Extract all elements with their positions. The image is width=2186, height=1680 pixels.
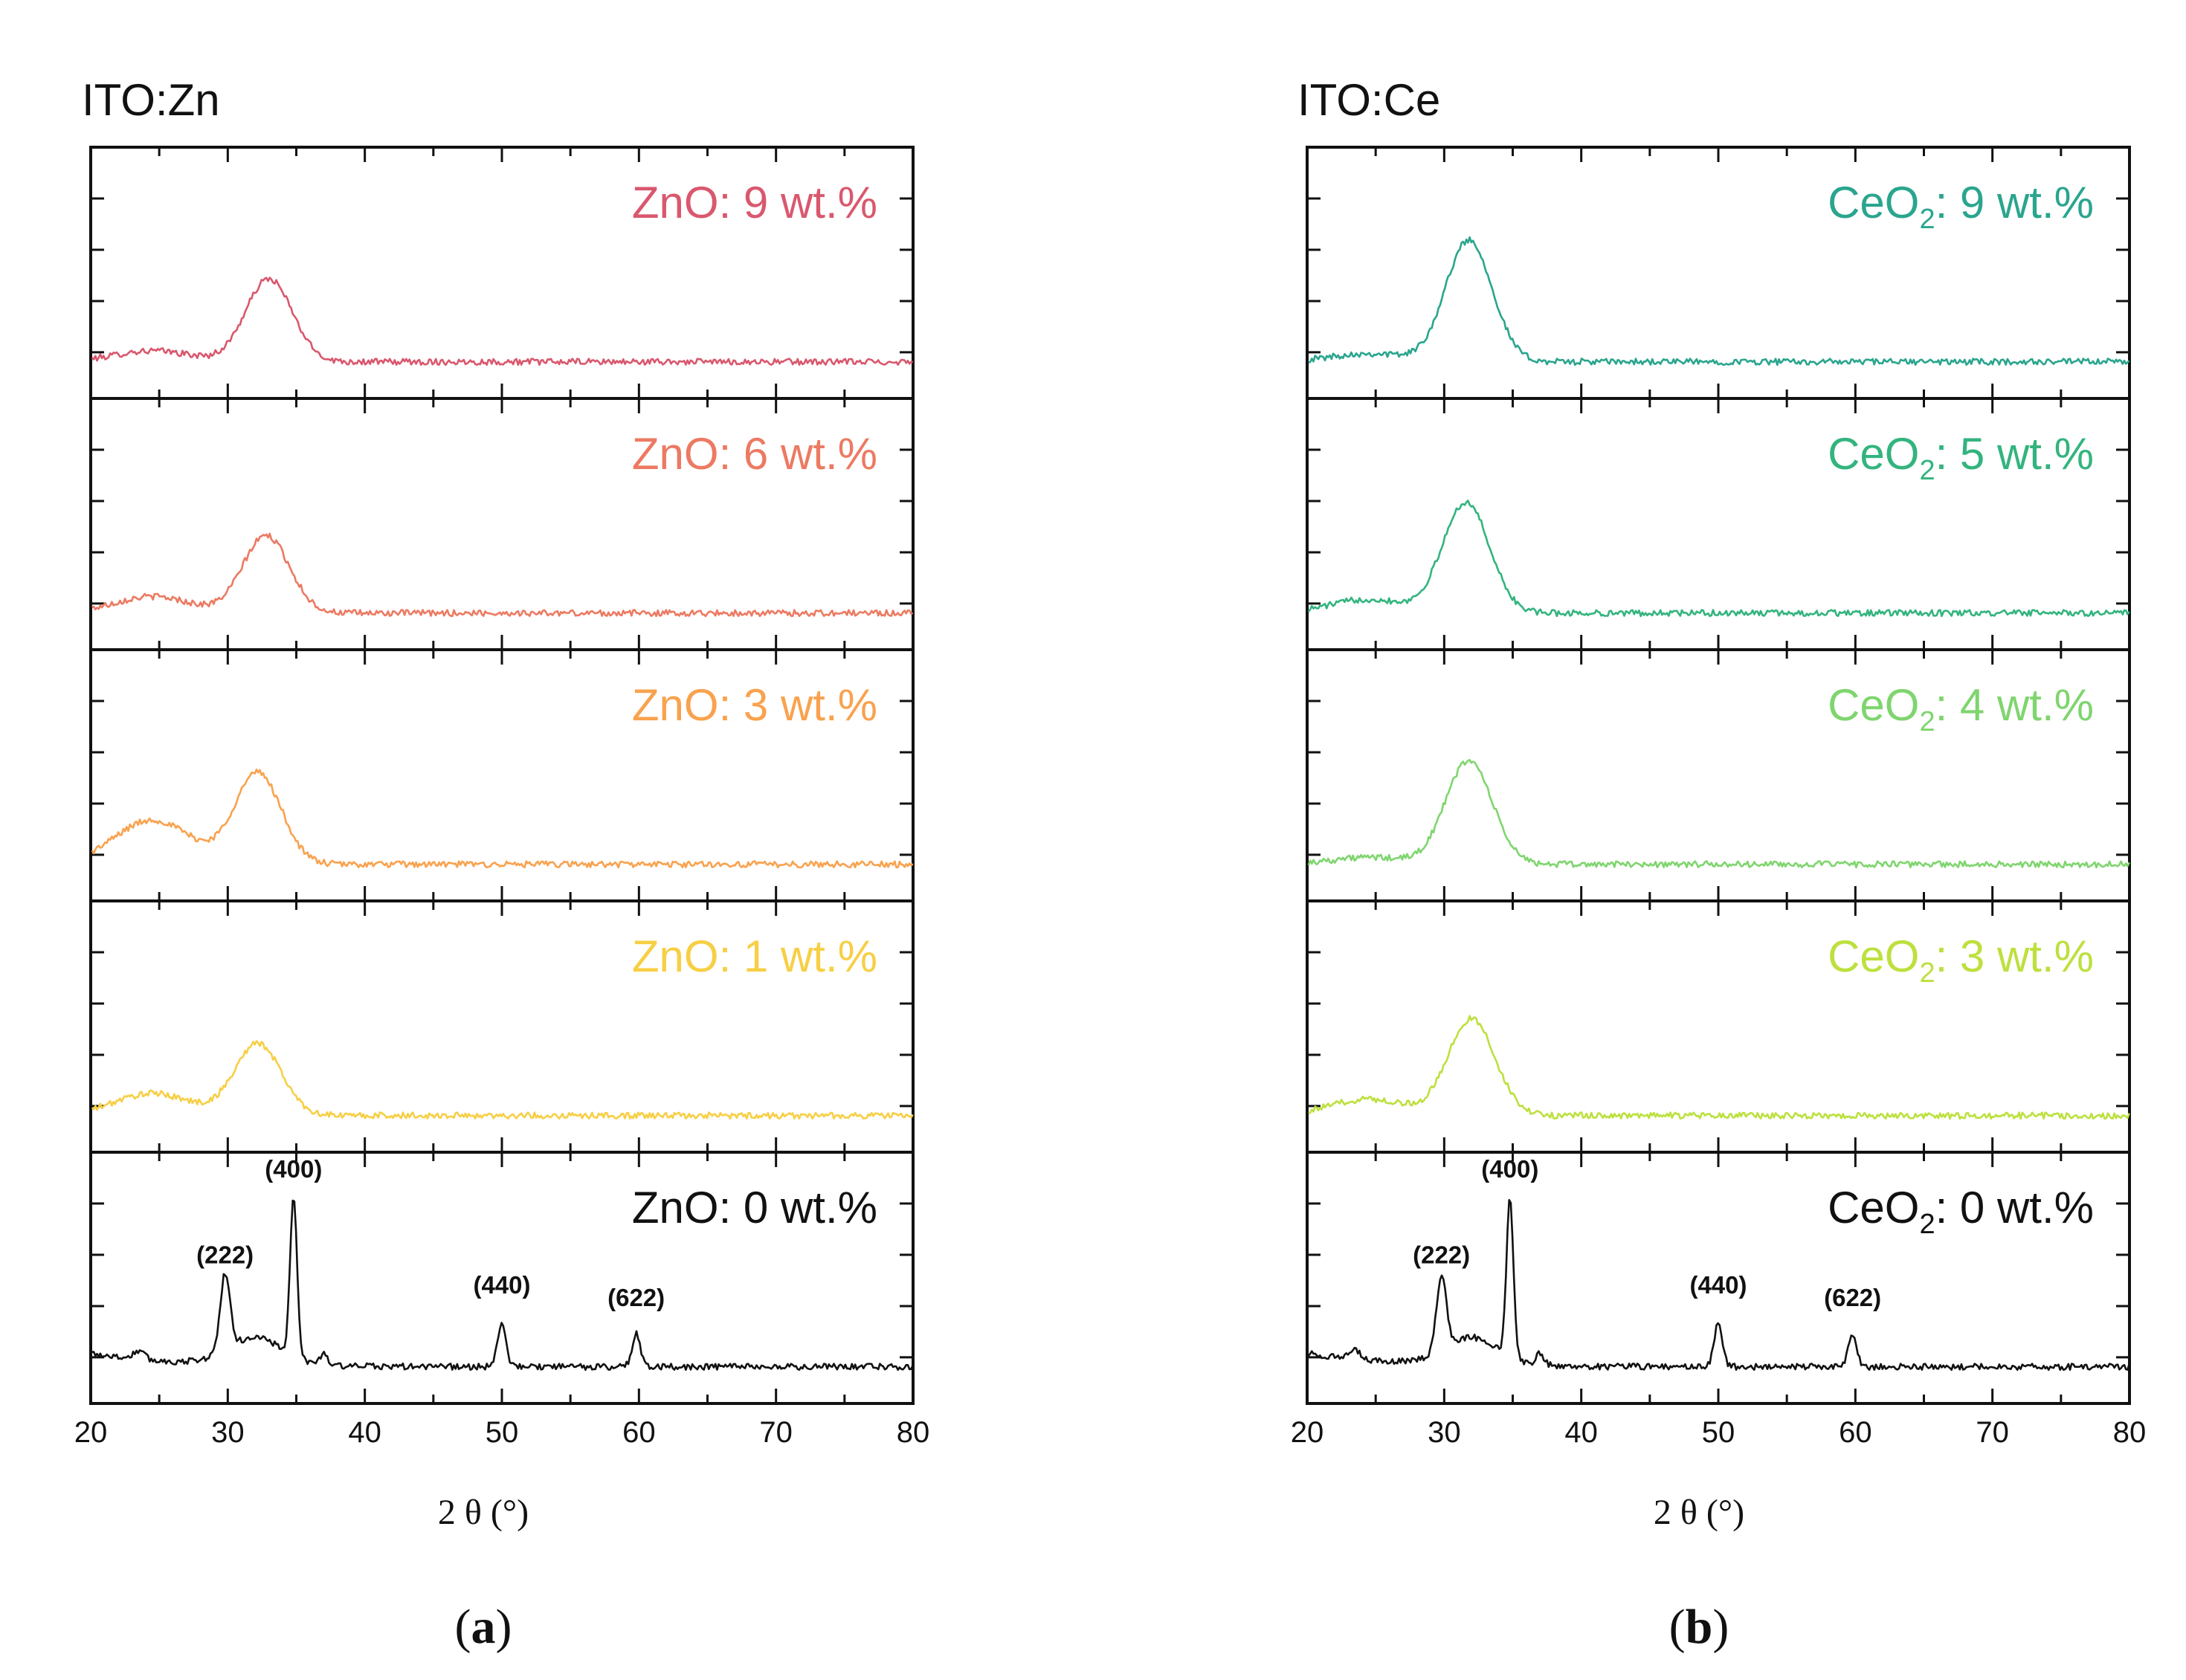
x-tick-label: 80 — [897, 1416, 930, 1449]
panel-5: ZnO: 0 wt.% (222) (400) (440) (622) — [89, 1151, 915, 1405]
panel-label-compound: ZnO — [632, 931, 719, 981]
x-tick-label: 20 — [74, 1416, 108, 1449]
panel-label: CeO2: 3 wt.% — [1828, 931, 2094, 989]
x-tick-label: 80 — [2113, 1416, 2147, 1449]
panel-label-compound: ZnO — [632, 178, 719, 227]
panel-label-value: : 3 wt.% — [719, 680, 877, 730]
figure-b-caption: (b) — [1669, 1600, 1729, 1654]
panel-label-compound: ZnO — [632, 680, 719, 730]
panel-label-subscript: 2 — [1919, 957, 1935, 989]
x-tick-label: 30 — [1428, 1416, 1461, 1449]
panel-3: CeO2: 4 wt.% — [1306, 648, 2131, 902]
figure-a-caption-letter: a — [471, 1600, 496, 1654]
panel-label-value: : 3 wt.% — [1935, 931, 2094, 981]
figure-b-title: ITO:Ce — [1297, 75, 1440, 125]
panel-2: CeO2: 5 wt.% — [1306, 397, 2131, 651]
panel-label-subscript: 2 — [1919, 204, 1935, 235]
peak-label: (400) — [265, 1155, 322, 1183]
xrd-trace — [91, 532, 914, 618]
figure-a-title: ITO:Zn — [82, 75, 220, 125]
panel-1: CeO2: 9 wt.% — [1306, 146, 2131, 400]
panel-label: CeO2: 4 wt.% — [1828, 680, 2094, 737]
peak-label: (440) — [1689, 1271, 1747, 1299]
peak-label: (622) — [607, 1284, 665, 1311]
figure-b-x-axis-label: 2 θ (°) — [1654, 1493, 1744, 1532]
x-tick-label: 60 — [622, 1416, 656, 1449]
xrd-trace — [1308, 236, 2130, 366]
panel-5: CeO2: 0 wt.% (222) (400) (440) (622) — [1306, 1151, 2131, 1405]
panel-label-subscript: 2 — [1919, 1209, 1935, 1240]
xrd-trace — [1308, 1015, 2130, 1120]
xrd-trace — [1307, 759, 2130, 869]
panel-label-compound: CeO — [1828, 931, 1919, 981]
peak-label: (622) — [1824, 1284, 1881, 1311]
x-tick-label: 30 — [211, 1416, 245, 1449]
panel-label-compound: CeO — [1828, 680, 1919, 730]
x-tick-label: 40 — [1564, 1416, 1598, 1449]
peak-label: (222) — [1413, 1241, 1470, 1268]
panel-label-compound: ZnO — [632, 1183, 719, 1232]
x-tick-label: 20 — [1291, 1416, 1324, 1449]
panel-label-value: : 4 wt.% — [1935, 680, 2094, 730]
xrd-trace — [1307, 500, 2130, 618]
panel-label: ZnO: 1 wt.% — [632, 931, 877, 981]
figure-b-plot-area: CeO2: 9 wt.%CeO2: 5 wt.%CeO2: 4 wt.%CeO2… — [1291, 146, 2147, 1449]
peak-label: (222) — [196, 1241, 254, 1268]
xrd-trace — [1307, 1199, 2130, 1372]
x-tick-label: 70 — [759, 1416, 793, 1449]
figure-a: ITO:Zn 2 θ (°) ZnO: 9 wt.%ZnO: 6 wt.%ZnO… — [74, 75, 930, 1654]
xrd-trace — [91, 1199, 914, 1372]
panel-2: ZnO: 6 wt.% — [89, 397, 915, 651]
panel-label: CeO2: 5 wt.% — [1828, 429, 2094, 486]
panel-label-compound: CeO — [1828, 429, 1919, 479]
peak-label: (400) — [1481, 1155, 1538, 1183]
xrd-trace — [91, 768, 914, 869]
panel-label-compound: CeO — [1828, 178, 1919, 227]
panel-label: ZnO: 9 wt.% — [632, 178, 877, 227]
figure-a-x-axis-label: 2 θ (°) — [438, 1493, 529, 1532]
panel-label-subscript: 2 — [1919, 706, 1935, 737]
panel-4: ZnO: 1 wt.% — [89, 899, 915, 1154]
panel-label: ZnO: 0 wt.% — [632, 1183, 877, 1232]
x-tick-label: 60 — [1839, 1416, 1872, 1449]
panel-label-value: : 0 wt.% — [719, 1183, 877, 1232]
panel-1: ZnO: 9 wt.% — [89, 146, 915, 400]
x-tick-label: 50 — [1702, 1416, 1735, 1449]
panel-label-value: : 6 wt.% — [719, 429, 877, 479]
panel-label-value: : 9 wt.% — [719, 178, 877, 227]
x-tick-label: 50 — [486, 1416, 519, 1449]
panel-label: ZnO: 3 wt.% — [632, 680, 877, 730]
peak-label: (440) — [473, 1271, 530, 1299]
x-tick-label: 70 — [1976, 1416, 2009, 1449]
panel-4: CeO2: 3 wt.% — [1306, 899, 2131, 1154]
figure-a-caption: (a) — [455, 1600, 512, 1654]
panel-label-subscript: 2 — [1919, 455, 1935, 486]
panel-label: CeO2: 0 wt.% — [1828, 1183, 2094, 1240]
figure-a-plot-area: ZnO: 9 wt.%ZnO: 6 wt.%ZnO: 3 wt.%ZnO: 1 … — [74, 146, 930, 1449]
panel-label-value: : 0 wt.% — [1935, 1183, 2094, 1232]
panel-3: ZnO: 3 wt.% — [89, 648, 915, 902]
figure-b-caption-letter: b — [1686, 1600, 1713, 1654]
xrd-trace — [91, 277, 913, 366]
panel-label-value: : 1 wt.% — [719, 931, 877, 981]
panel-label: ZnO: 6 wt.% — [632, 429, 877, 479]
panel-label-compound: ZnO — [632, 429, 719, 479]
xrd-trace — [91, 1040, 914, 1120]
figure-b: ITO:Ce 2 θ (°) CeO2: 9 wt.%CeO2: 5 wt.%C… — [1291, 75, 2147, 1654]
panel-label-compound: CeO — [1828, 1183, 1919, 1232]
panel-label-value: : 5 wt.% — [1935, 429, 2094, 479]
panel-label: CeO2: 9 wt.% — [1828, 178, 2094, 235]
x-tick-label: 40 — [348, 1416, 381, 1449]
panel-label-value: : 9 wt.% — [1935, 178, 2094, 227]
